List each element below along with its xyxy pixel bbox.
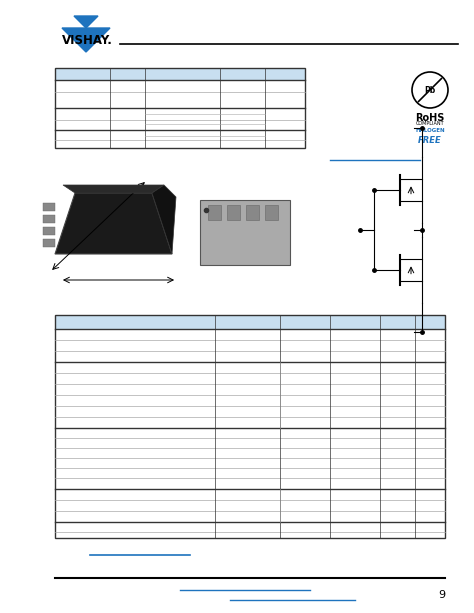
Text: HALOGEN: HALOGEN xyxy=(415,128,445,133)
Polygon shape xyxy=(62,28,110,52)
Bar xyxy=(246,205,259,220)
Polygon shape xyxy=(55,193,172,254)
Polygon shape xyxy=(152,185,176,254)
Bar xyxy=(200,200,290,265)
Text: COMPLIANT: COMPLIANT xyxy=(416,121,444,126)
Bar xyxy=(208,205,221,220)
Bar xyxy=(43,227,55,235)
Polygon shape xyxy=(63,185,164,193)
Bar xyxy=(265,205,278,220)
Bar xyxy=(55,315,445,329)
Text: RoHS: RoHS xyxy=(415,113,445,123)
Bar xyxy=(43,215,55,223)
Text: FREE: FREE xyxy=(418,136,442,145)
Bar xyxy=(43,203,55,211)
Bar xyxy=(55,68,305,80)
Bar xyxy=(55,68,305,148)
Bar xyxy=(227,205,240,220)
Text: VISHAY.: VISHAY. xyxy=(62,34,113,47)
Text: 9: 9 xyxy=(438,590,445,600)
Bar xyxy=(43,239,55,247)
Text: Pb: Pb xyxy=(424,85,436,94)
Polygon shape xyxy=(74,16,98,28)
Bar xyxy=(55,315,445,538)
